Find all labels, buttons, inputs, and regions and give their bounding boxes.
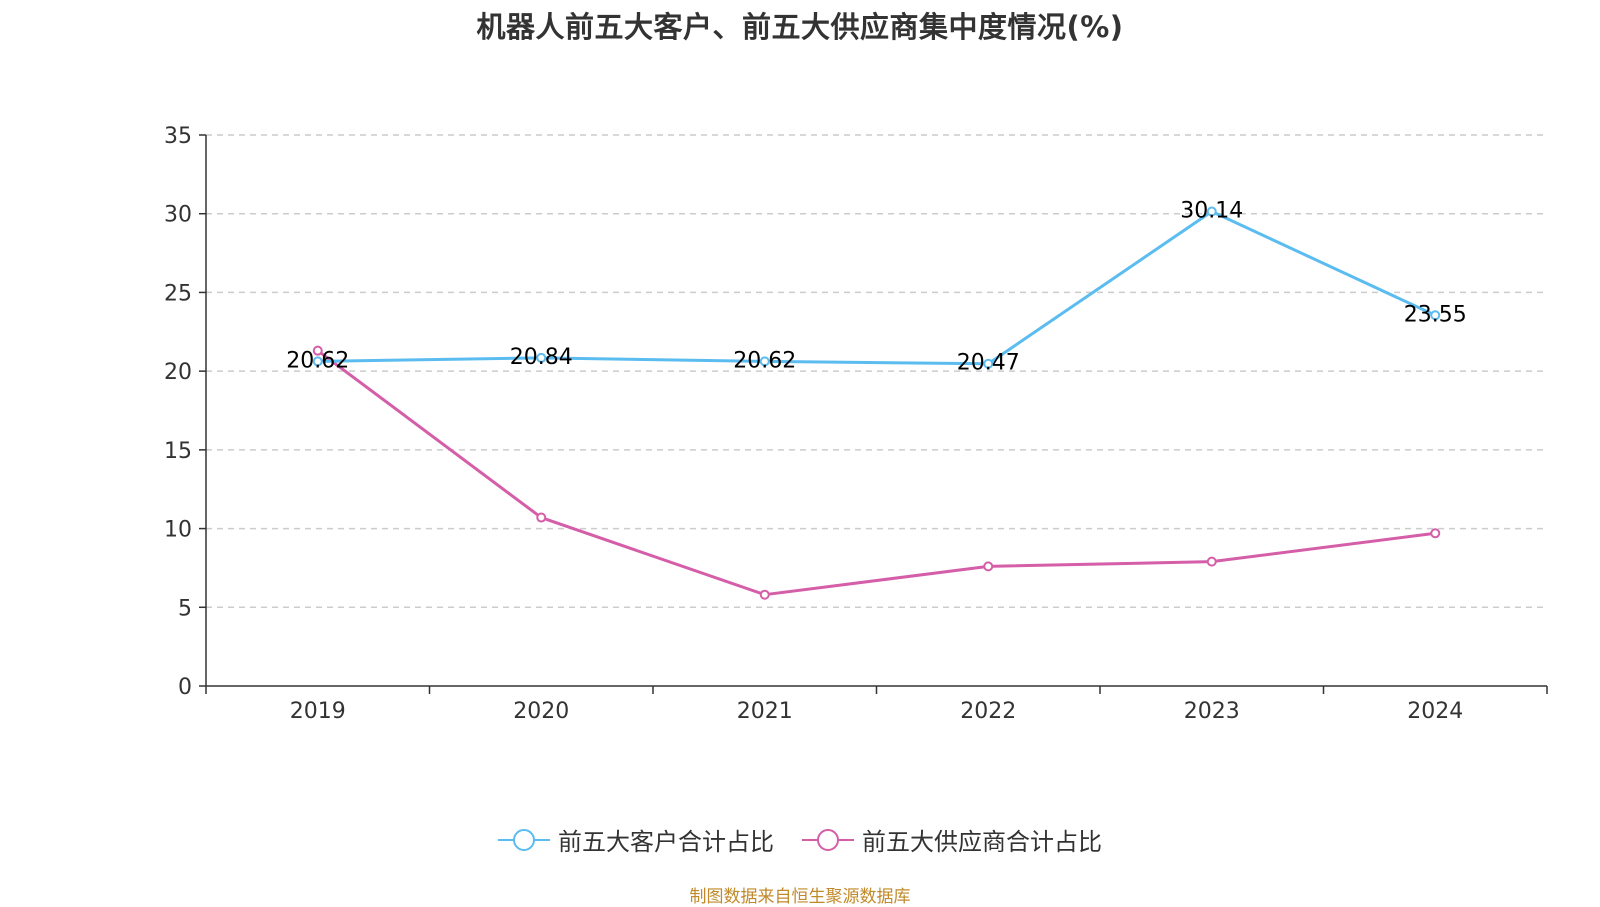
data-point [1206, 206, 1217, 217]
data-point [1206, 556, 1217, 567]
data-label: 23.55 [1404, 302, 1467, 327]
legend-label-suppliers: 前五大供应商合计占比 [862, 828, 1102, 856]
series-line-1 [316, 349, 1437, 597]
data-point [759, 589, 770, 600]
chart-title: 机器人前五大客户、前五大供应商集中度情况(%) [476, 10, 1124, 44]
y-tick-label: 25 [164, 281, 192, 306]
x-tick-label: 2022 [960, 699, 1016, 724]
y-tick-label: 15 [164, 439, 192, 464]
source-note: 制图数据来自恒生聚源数据库 [689, 887, 911, 907]
y-tick-label: 20 [164, 360, 192, 385]
data-point [312, 345, 323, 356]
legend-line-circle-icon [498, 828, 550, 851]
y-tick-label: 30 [164, 203, 192, 228]
data-label: 20.62 [733, 348, 796, 373]
grid-lines [206, 134, 1547, 609]
x-tick-label: 2024 [1407, 699, 1463, 724]
data-point [1430, 528, 1441, 539]
legend-item-customers[interactable]: 前五大客户合计占比 [498, 822, 774, 857]
data-point [983, 561, 994, 572]
legend: 前五大客户合计占比 前五大供应商合计占比 [0, 822, 1600, 857]
x-tick-label: 2021 [737, 699, 793, 724]
legend-line-circle-icon [802, 828, 854, 851]
data-label: 20.47 [957, 351, 1020, 376]
series [312, 206, 1441, 600]
legend-label-customers: 前五大客户合计占比 [558, 828, 774, 856]
data-point [983, 358, 994, 369]
x-tick-label: 2019 [290, 699, 346, 724]
y-tick-label: 10 [164, 518, 192, 543]
y-tick-label: 5 [178, 596, 192, 621]
legend-item-suppliers[interactable]: 前五大供应商合计占比 [802, 822, 1102, 857]
data-point [1430, 310, 1441, 321]
data-labels: 20.62 20.84 20.62 20.47 30.14 23.55 [286, 199, 1466, 376]
axes: 0 5 10 15 20 25 30 35 2019 2020 2021 2022 2023 2024 [164, 124, 1548, 724]
series-line-0 [316, 210, 1437, 366]
data-point [312, 356, 323, 367]
y-tick-label: 0 [178, 675, 192, 700]
x-tick-label: 2020 [513, 699, 569, 724]
data-point [536, 512, 547, 523]
data-point [759, 356, 770, 367]
data-label: 20.84 [510, 345, 573, 370]
data-label: 20.62 [286, 348, 349, 373]
x-tick-label: 2023 [1184, 699, 1240, 724]
data-label: 30.14 [1180, 199, 1243, 224]
data-point [536, 352, 547, 363]
y-tick-label: 35 [164, 124, 192, 149]
